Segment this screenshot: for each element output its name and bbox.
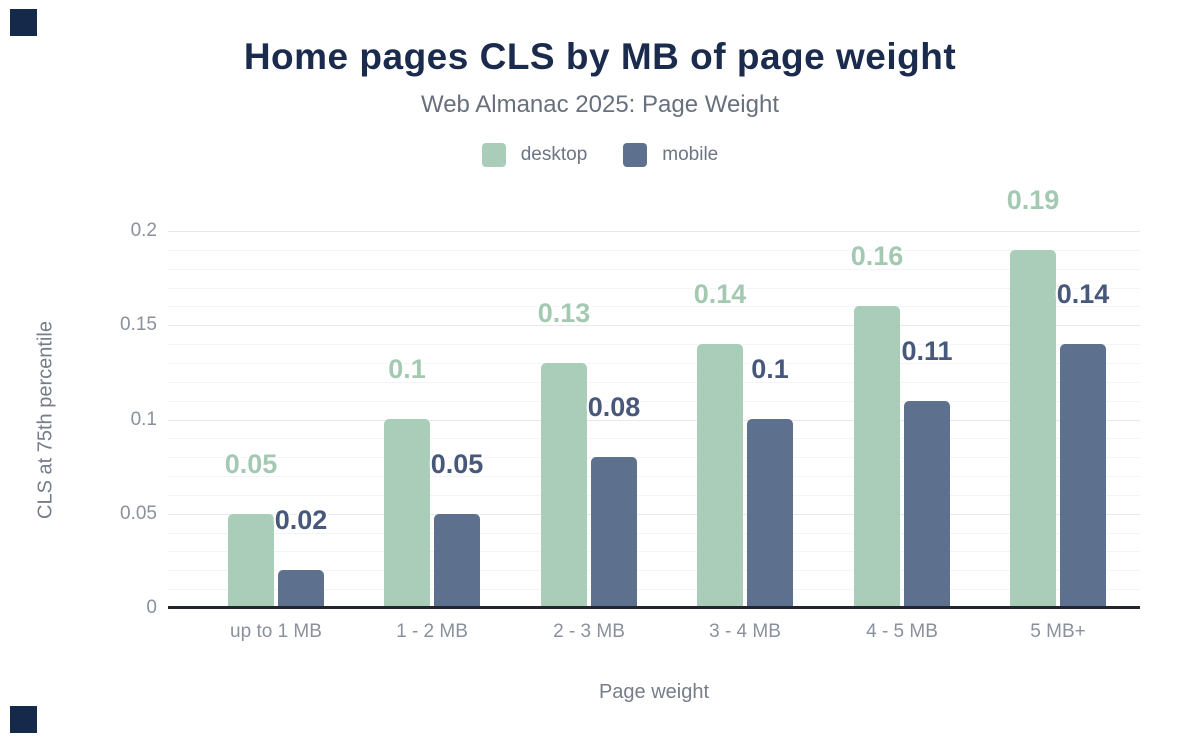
major-gridline xyxy=(168,420,1140,421)
chart-legend: desktop mobile xyxy=(0,142,1200,168)
minor-gridline xyxy=(168,382,1140,383)
legend-label: desktop xyxy=(520,144,588,165)
bar-value-label-mobile: 0.05 xyxy=(430,449,484,479)
x-axis-tick-label: 1 - 2 MB xyxy=(396,621,468,642)
minor-gridline xyxy=(168,269,1140,270)
chart-title: Home pages CLS by MB of page weight xyxy=(243,36,957,77)
bar-value-label-desktop: 0.1 xyxy=(388,354,426,384)
bar-value-label-desktop: 0.05 xyxy=(224,449,278,479)
major-gridline xyxy=(168,231,1140,232)
minor-gridline xyxy=(168,288,1140,289)
x-axis-title: Page weight xyxy=(598,681,710,703)
minor-gridline xyxy=(168,495,1140,496)
minor-gridline xyxy=(168,533,1140,534)
bar-desktop xyxy=(697,344,743,608)
minor-gridline xyxy=(168,476,1140,477)
bar-mobile xyxy=(1060,344,1106,608)
legend-label: mobile xyxy=(662,144,719,165)
minor-gridline xyxy=(168,589,1140,590)
minor-gridline xyxy=(168,344,1140,345)
legend-item-desktop: desktop xyxy=(481,143,588,167)
minor-gridline xyxy=(168,401,1140,402)
x-axis-tick-label: 5 MB+ xyxy=(1030,621,1086,642)
bar-value-label-mobile: 0.08 xyxy=(587,392,641,422)
bar-value-label-desktop: 0.19 xyxy=(1006,185,1060,215)
bar-value-label-desktop: 0.14 xyxy=(693,279,747,309)
bar-value-label-mobile: 0.1 xyxy=(751,354,789,384)
bar-mobile xyxy=(904,401,950,608)
bar-mobile xyxy=(591,457,637,608)
y-axis-tick-label: 0.2 xyxy=(130,220,157,241)
minor-gridline xyxy=(168,438,1140,439)
x-axis-tick-label: 4 - 5 MB xyxy=(866,621,938,642)
bar-desktop xyxy=(1010,250,1056,608)
bar-mobile xyxy=(747,419,793,608)
major-gridline xyxy=(168,325,1140,326)
chart-subtitle: Web Almanac 2025: Page Weight xyxy=(420,91,779,118)
bar-value-label-mobile: 0.02 xyxy=(274,505,328,535)
minor-gridline xyxy=(168,551,1140,552)
bar-mobile xyxy=(434,514,480,608)
x-axis-tick-label: 2 - 3 MB xyxy=(553,621,625,642)
minor-gridline xyxy=(168,363,1140,364)
legend-swatch-desktop xyxy=(481,143,506,167)
corner-square-bottom-left xyxy=(10,706,37,733)
x-axis-tick-label: 3 - 4 MB xyxy=(709,621,781,642)
minor-gridline xyxy=(168,250,1140,251)
minor-gridline xyxy=(168,457,1140,458)
y-axis-tick-label: 0 xyxy=(146,597,157,618)
minor-gridline xyxy=(168,570,1140,571)
bar-desktop xyxy=(228,514,274,608)
bar-value-label-desktop: 0.16 xyxy=(850,241,904,271)
bar-value-label-mobile: 0.11 xyxy=(901,336,953,366)
legend-item-mobile: mobile xyxy=(623,143,718,167)
major-gridline xyxy=(168,514,1140,515)
bar-desktop xyxy=(541,363,587,608)
minor-gridline xyxy=(168,306,1140,307)
y-axis-tick-label: 0.15 xyxy=(120,314,157,335)
bar-value-label-desktop: 0.13 xyxy=(537,298,591,328)
bar-value-label-mobile: 0.14 xyxy=(1056,279,1110,309)
corner-square-top-left xyxy=(10,9,37,36)
bar-mobile xyxy=(278,570,324,608)
bar-desktop xyxy=(384,419,430,608)
x-axis-line xyxy=(168,606,1140,609)
legend-swatch-mobile xyxy=(623,143,648,167)
bar-desktop xyxy=(854,306,900,608)
y-axis-tick-label: 0.05 xyxy=(120,503,157,524)
x-axis-tick-label: up to 1 MB xyxy=(230,621,322,642)
y-axis-tick-label: 0.1 xyxy=(130,409,157,430)
